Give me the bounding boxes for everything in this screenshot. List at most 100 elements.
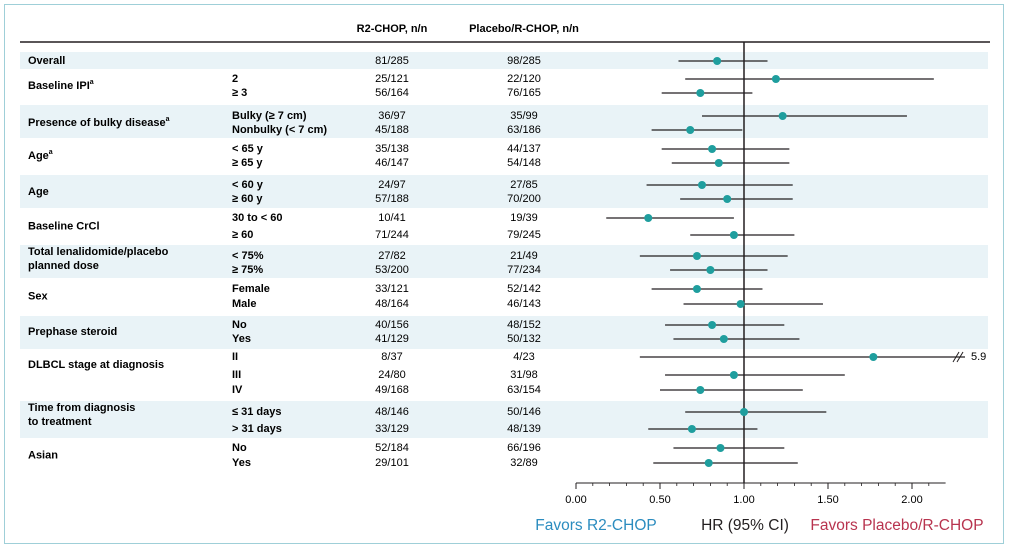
placebo-count: 66/196 — [507, 442, 541, 454]
hr-point — [716, 444, 725, 452]
r2-count: 41/129 — [375, 333, 409, 345]
hr-point — [692, 285, 701, 293]
placebo-count: 77/234 — [507, 264, 541, 276]
footnote-marker: a — [166, 116, 170, 123]
row-band — [20, 401, 988, 438]
placebo-count: 52/142 — [507, 283, 541, 295]
placebo-count: 70/200 — [507, 193, 541, 205]
x-tick-label: 1.00 — [733, 494, 754, 506]
group-label: DLBCL stage at diagnosis — [28, 359, 164, 371]
figure-frame — [4, 4, 1004, 544]
favors-r2-label: Favors R2-CHOP — [535, 517, 656, 534]
r2-count: 40/156 — [375, 319, 409, 331]
r2-count: 29/101 — [375, 457, 409, 469]
hr-point — [719, 335, 728, 343]
hr-point — [706, 266, 715, 274]
favors-placebo-label: Favors Placebo/R-CHOP — [810, 517, 983, 534]
placebo-count: 50/132 — [507, 333, 541, 345]
r2-count: 81/285 — [375, 55, 409, 67]
axis-break-mark — [952, 351, 960, 363]
r2-count: 48/164 — [375, 298, 409, 310]
placebo-count: 4/23 — [513, 351, 534, 363]
subgroup-label: Male — [232, 298, 256, 310]
r2-count: 71/244 — [375, 229, 409, 241]
r2-count: 53/200 — [375, 264, 409, 276]
placebo-count: 48/139 — [507, 423, 541, 435]
r2-count: 8/37 — [381, 351, 402, 363]
x-tick-label: 2.00 — [901, 494, 922, 506]
hr-point — [713, 57, 722, 65]
group-label: Baseline CrCl — [28, 220, 100, 232]
group-label: Asian — [28, 449, 58, 461]
row-band — [20, 52, 988, 69]
header-placebo: Placebo/R-CHOP, n/n — [469, 23, 579, 35]
placebo-count: 54/148 — [507, 157, 541, 169]
subgroup-label: < 75% — [232, 250, 264, 262]
r2-count: 10/41 — [378, 212, 406, 224]
group-label: Baseline IPIa — [28, 79, 94, 92]
subgroup-label: No — [232, 442, 247, 454]
r2-count: 49/168 — [375, 384, 409, 396]
subgroup-label: ≥ 60 — [232, 229, 253, 241]
placebo-count: 46/143 — [507, 298, 541, 310]
hr-point — [740, 408, 748, 416]
group-label: Sex — [28, 290, 48, 302]
placebo-count: 50/146 — [507, 406, 541, 418]
subgroup-label: < 60 y — [232, 179, 264, 191]
hr-point — [729, 371, 738, 379]
hr-point — [644, 214, 653, 222]
subgroup-label: No — [232, 319, 247, 331]
hr-point — [778, 112, 787, 120]
hr-point — [729, 231, 738, 239]
row-band — [20, 316, 988, 349]
subgroup-label: Bulky (≥ 7 cm) — [232, 110, 307, 122]
subgroup-label: > 31 days — [232, 423, 282, 435]
subgroup-label: Yes — [232, 457, 251, 469]
group-label: Total lenalidomide/placebo — [28, 246, 169, 258]
placebo-count: 22/120 — [507, 73, 541, 85]
subgroup-label: Female — [232, 283, 270, 295]
x-tick-label: 1.50 — [817, 494, 838, 506]
row-band — [20, 105, 988, 138]
footnote-marker: a — [90, 79, 94, 86]
row-bands — [20, 52, 988, 438]
axis-break-mark — [956, 351, 964, 363]
hr-point — [696, 386, 705, 394]
group-label: Presence of bulky diseasea — [28, 116, 170, 129]
placebo-count: 19/39 — [510, 212, 538, 224]
hr-point — [698, 181, 706, 189]
hr-point — [687, 425, 696, 433]
r2-count: 24/80 — [378, 369, 406, 381]
subgroup-label: 2 — [232, 73, 238, 85]
placebo-count: 63/154 — [507, 384, 541, 396]
placebo-count: 35/99 — [510, 110, 538, 122]
r2-count: 56/164 — [375, 87, 409, 99]
placebo-count: 27/85 — [510, 179, 538, 191]
placebo-count: 76/165 — [507, 87, 541, 99]
group-label: Age — [28, 186, 49, 198]
hr-point — [708, 321, 717, 329]
subgroup-label: Yes — [232, 333, 251, 345]
subgroup-label: ≥ 65 y — [232, 157, 263, 169]
r2-count: 35/138 — [375, 143, 409, 155]
subgroup-label: Nonbulky (< 7 cm) — [232, 124, 327, 136]
footnote-marker: a — [49, 149, 53, 156]
hr-point — [736, 300, 745, 308]
r2-count: 27/82 — [378, 250, 406, 262]
placebo-count: 98/285 — [507, 55, 541, 67]
subgroup-label: 30 to < 60 — [232, 212, 282, 224]
hr-point — [696, 89, 705, 97]
r2-count: 33/129 — [375, 423, 409, 435]
subgroup-label: ≥ 60 y — [232, 193, 263, 205]
r2-count: 45/188 — [375, 124, 409, 136]
upper-ci-label: 5.9 — [971, 351, 986, 363]
r2-count: 36/97 — [378, 110, 406, 122]
r2-count: 57/188 — [375, 193, 409, 205]
ci-marks: 5.9 — [606, 57, 986, 467]
subgroup-rows: Overall 81/285 98/285 Baseline IPIa 2 25/121 2… — [28, 55, 541, 469]
placebo-count: 63/186 — [507, 124, 541, 136]
r2-count: 46/147 — [375, 157, 409, 169]
row-band — [20, 245, 988, 278]
subgroup-label: III — [232, 369, 241, 381]
